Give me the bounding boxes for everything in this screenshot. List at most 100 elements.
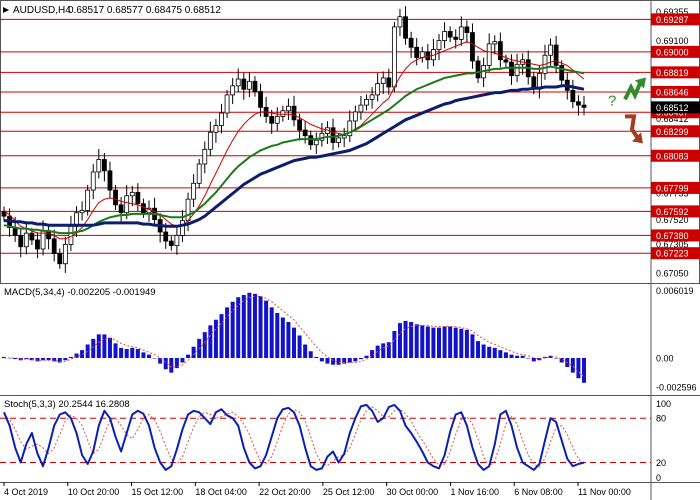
macd-histogram-bar (292, 327, 296, 358)
macd-histogram-bar (314, 356, 319, 358)
candle-body (458, 26, 464, 40)
macd-tick-label: 0.006019 (656, 286, 694, 296)
candle-body (308, 135, 314, 146)
candle-body (570, 89, 576, 103)
time-tick-label: 18 Oct 04:00 (195, 487, 247, 497)
macd-histogram-bar (174, 358, 179, 369)
candle-body (62, 244, 68, 265)
candle-body (79, 210, 85, 214)
macd-histogram-bar (386, 342, 391, 358)
candle-body (246, 80, 252, 90)
macd-histogram-bar (52, 358, 57, 362)
macd-histogram-bar (163, 358, 168, 370)
macd-histogram-bar (57, 358, 62, 363)
macd-histogram-bar (219, 314, 224, 358)
macd-histogram-bar (186, 354, 191, 358)
macd-histogram-bar (264, 300, 269, 358)
candle-body (258, 91, 263, 108)
current-price-label: 0.68512 (656, 103, 689, 113)
macd-histogram-bar (280, 317, 285, 358)
candle-body (352, 111, 358, 122)
macd-histogram-bar (392, 331, 397, 358)
macd-histogram-bar (191, 346, 196, 358)
macd-histogram-bar (515, 355, 520, 358)
symbol-arrow-icon (3, 7, 9, 13)
macd-histogram-bar (364, 355, 369, 358)
macd-histogram-bar (520, 355, 525, 358)
macd-histogram-bar (498, 350, 503, 358)
stoch-tick-label: 80 (656, 414, 666, 424)
candle-body (107, 170, 113, 191)
candle-body (470, 32, 475, 62)
candle-body (1, 211, 7, 217)
candle-body (219, 112, 224, 126)
macd-histogram-bar (509, 354, 514, 358)
macd-histogram-bar (74, 353, 79, 358)
macd-histogram-bar (63, 358, 68, 361)
candle-body (280, 110, 286, 117)
level-label-box (651, 181, 700, 194)
candle-body (286, 105, 291, 112)
candle-body (124, 195, 130, 214)
macd-histogram-bar (130, 347, 135, 358)
macd-histogram-bar (147, 354, 151, 358)
macd-histogram-bar (554, 358, 559, 359)
macd-histogram-bar (68, 356, 73, 358)
macd-histogram-bar (576, 358, 581, 379)
candle-body (364, 99, 369, 106)
forecast-up-head (635, 77, 646, 89)
macd-histogram-bar (213, 319, 218, 358)
level-label: 0.68819 (656, 68, 689, 78)
macd-histogram-bar (442, 326, 447, 358)
macd-histogram-bar (308, 351, 313, 358)
candle-body (230, 85, 236, 96)
macd-histogram-bar (487, 346, 492, 358)
level-label-box (651, 13, 700, 26)
candle-body (135, 191, 141, 205)
candle-body (509, 61, 514, 77)
level-label-box (651, 247, 700, 260)
macd-histogram-bar (358, 358, 363, 360)
macd-histogram-bar (397, 323, 402, 358)
macd-histogram-bar (2, 356, 6, 358)
macd-histogram-bar (13, 358, 18, 360)
forecast-up-path (623, 82, 642, 101)
macd-histogram-bar (453, 327, 458, 358)
time-tick-label: 11 Nov 00:00 (578, 487, 631, 497)
macd-histogram-bar (570, 358, 575, 373)
macd-histogram-bar (503, 352, 508, 358)
macd-histogram-bar (319, 358, 324, 362)
macd-histogram-bar (370, 350, 375, 358)
macd-histogram-bar (476, 341, 481, 358)
macd-histogram-bar (437, 327, 441, 358)
candle-body (235, 78, 241, 87)
macd-tick-label: -0.002596 (656, 383, 697, 393)
forecast-down-arrow-icon (625, 114, 643, 144)
candle-body (375, 83, 381, 96)
macd-histogram-bar (481, 344, 486, 358)
candle-body (391, 26, 397, 88)
candle-body (313, 139, 319, 146)
level-label-box (651, 205, 700, 218)
price-tick-label: 0.67050 (656, 268, 689, 278)
macd-histogram-bar (41, 358, 46, 361)
candle-body (291, 105, 297, 121)
macd-histogram-bar (236, 297, 241, 358)
macd-histogram-bar (102, 334, 107, 358)
candle-body (403, 16, 408, 39)
candle-body (341, 135, 347, 139)
candle-body (129, 191, 135, 197)
candle-body (447, 31, 453, 38)
macd-histogram-bar (381, 343, 386, 358)
level-label: 0.67223 (656, 249, 689, 259)
candle-body (436, 40, 442, 50)
candle-body (23, 232, 29, 248)
macd-histogram-bar (225, 307, 230, 358)
candle-body (302, 129, 308, 137)
level-label-box (651, 149, 700, 162)
macd-histogram-bar (180, 358, 185, 363)
candle-body (347, 120, 353, 137)
time-tick-label: 10 Oct 20:00 (68, 487, 120, 497)
macd-histogram-bar (113, 343, 118, 358)
price-tick-label: 0.67305 (656, 239, 689, 249)
